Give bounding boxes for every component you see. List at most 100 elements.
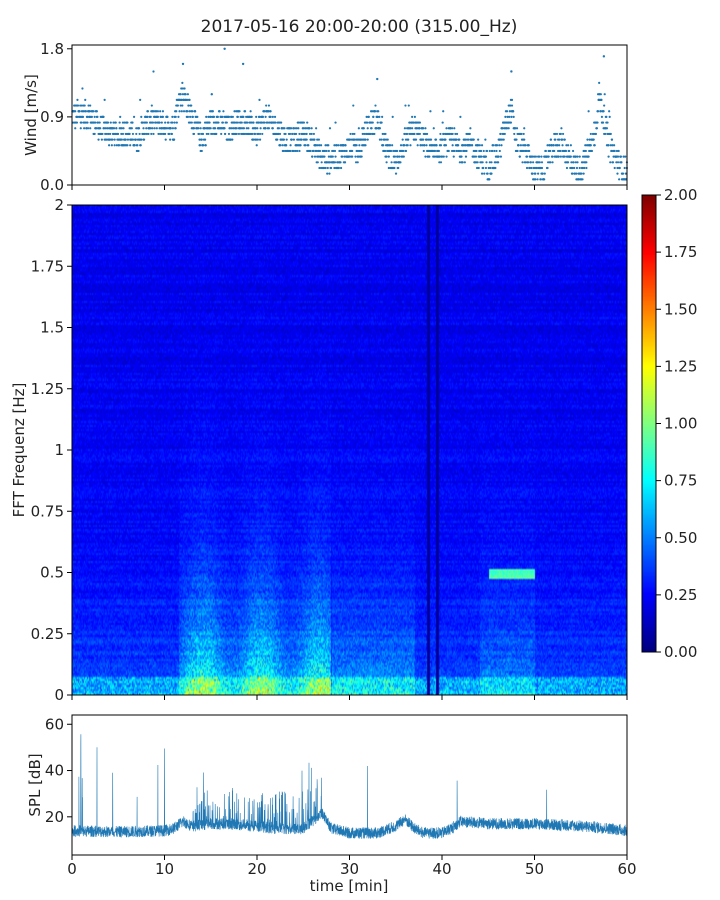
wind-point (364, 144, 367, 147)
wind-point (407, 104, 410, 107)
wind-point (333, 166, 336, 170)
wind-point (204, 138, 207, 141)
wind-point (205, 132, 208, 136)
wind-point (349, 138, 353, 141)
wind-point (534, 172, 537, 175)
wind-point (539, 178, 542, 181)
wind-point (549, 149, 552, 153)
wind-point (210, 132, 213, 136)
wind-point (363, 132, 366, 136)
spl-x-tick-label: 60 (617, 860, 636, 878)
spec-y-tick-label: 0 (54, 686, 64, 704)
wind-point (533, 155, 536, 158)
spl-line (72, 734, 627, 840)
wind-point (264, 115, 267, 118)
wind-point (155, 110, 158, 113)
wind-point (285, 144, 288, 147)
wind-point (104, 132, 107, 136)
wind-point (362, 127, 365, 130)
wind-point (518, 155, 521, 158)
wind-point (112, 127, 116, 130)
wind-point (360, 155, 363, 158)
wind-point (131, 121, 134, 124)
wind-point (292, 127, 295, 130)
wind-point (294, 149, 297, 153)
wind-point (161, 115, 165, 118)
wind-point (154, 121, 157, 124)
wind-point (142, 138, 146, 141)
wind-point (492, 144, 495, 147)
wind-y-ticks: 0.0 0.9 1.8 (40, 40, 72, 194)
wind-point (267, 110, 270, 113)
wind-point (351, 155, 354, 158)
wind-point (510, 115, 513, 118)
wind-point (465, 138, 469, 141)
wind-point (449, 127, 452, 130)
wind-point (416, 144, 419, 147)
wind-point (93, 132, 96, 136)
wind-point (480, 172, 484, 175)
wind-point (135, 132, 138, 136)
wind-point (556, 149, 560, 153)
wind-point (320, 161, 323, 164)
wind-point (578, 178, 581, 181)
wind-point (564, 149, 567, 153)
wind-point (581, 155, 585, 158)
wind-point (156, 110, 160, 113)
wind-point (88, 110, 91, 113)
wind-point (404, 149, 408, 153)
wind-point (95, 127, 98, 130)
spectrogram-y-ticks: 0 0.25 0.5 0.75 1 1.25 1.5 1.75 2 (31, 196, 72, 704)
wind-point (397, 166, 400, 170)
wind-point (199, 127, 202, 130)
wind-point (617, 149, 620, 153)
wind-point (458, 138, 461, 141)
wind-point (472, 138, 475, 141)
wind-point (164, 138, 167, 141)
wind-point (424, 155, 427, 158)
wind-point (317, 138, 320, 141)
wind-point (269, 110, 272, 113)
wind-point (87, 104, 90, 107)
wind-point (452, 155, 455, 158)
wind-point (375, 127, 378, 130)
wind-point (520, 132, 523, 136)
wind-point (403, 127, 407, 130)
wind-point (354, 161, 358, 164)
wind-point (200, 149, 203, 153)
wind-point (439, 144, 443, 147)
wind-point (98, 121, 101, 124)
wind-point (587, 155, 590, 158)
wind-point (196, 115, 199, 118)
wind-point (257, 132, 260, 136)
wind-point (365, 115, 368, 118)
wind-point (475, 166, 479, 170)
wind-point (208, 121, 211, 124)
wind-point (521, 161, 524, 164)
wind-point (333, 144, 336, 147)
spl-line-panel: 20 40 60 0 10 20 30 40 50 60 SPL [dB] time [min] (26, 714, 637, 895)
wind-point (353, 138, 356, 141)
wind-point (181, 62, 185, 66)
wind-point (618, 178, 621, 181)
wind-point (204, 144, 207, 147)
wind-point (312, 132, 315, 136)
wind-point (540, 155, 543, 158)
wind-point (348, 138, 351, 141)
wind-point (212, 115, 216, 118)
wind-point (459, 115, 462, 118)
spl-x-tick-label: 10 (155, 860, 174, 878)
wind-point (560, 138, 564, 141)
wind-point (273, 115, 277, 118)
wind-point (525, 155, 529, 158)
wind-point (589, 144, 592, 147)
wind-point (439, 161, 443, 164)
wind-point (106, 127, 109, 130)
wind-point (394, 172, 398, 175)
wind-point (305, 132, 308, 136)
wind-point (231, 138, 234, 141)
wind-point (412, 121, 415, 124)
wind-point (510, 70, 513, 73)
wind-point (484, 138, 487, 141)
wind-point (132, 115, 136, 118)
